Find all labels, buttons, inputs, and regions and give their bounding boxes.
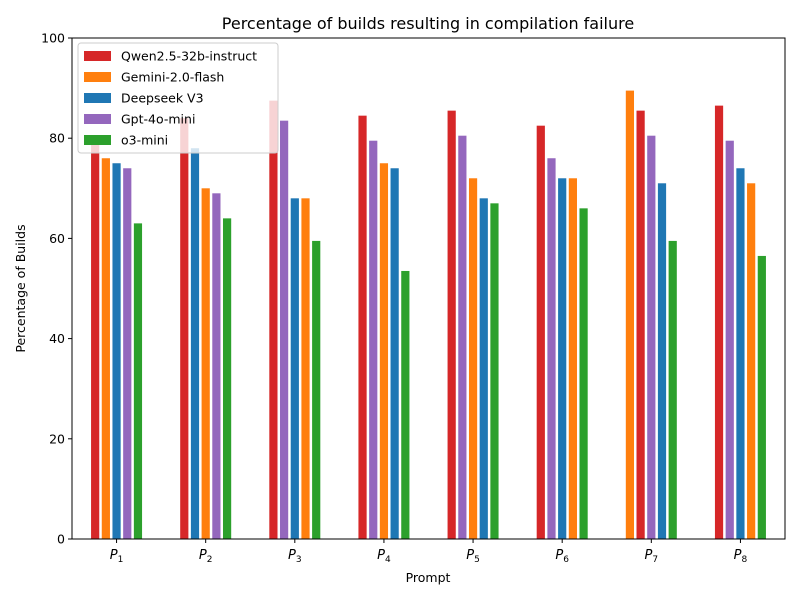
x-tick-label-p4: P4 — [377, 548, 391, 565]
x-tick-label-p2: P2 — [199, 548, 213, 565]
legend-swatch-o3-mini — [84, 135, 111, 145]
legend-swatch-qwen2-5-32b-instruct — [84, 51, 111, 61]
bar-p8-o3-mini — [757, 255, 766, 539]
y-tick-label: 100 — [41, 31, 65, 46]
bar-p6-qwen2-5-32b-instruct — [536, 125, 545, 540]
legend-label-deepseek-v3: Deepseek V3 — [121, 91, 204, 106]
bar-p4-qwen2-5-32b-instruct — [358, 115, 367, 539]
bar-p4-o3-mini — [401, 270, 410, 539]
legend-swatch-gpt-4o-mini — [84, 114, 111, 124]
y-tick-label: 20 — [49, 431, 65, 446]
legend-label-gemini-2-0-flash: Gemini-2.0-flash — [121, 70, 224, 85]
y-axis-label: Percentage of Builds — [13, 224, 28, 352]
bar-p2-gemini-2-0-flash — [201, 188, 210, 540]
bar-p6-gpt-4o-mini — [547, 158, 556, 540]
bar-p6-deepseek-v3 — [558, 178, 567, 539]
bar-p8-qwen2-5-32b-instruct — [714, 105, 724, 539]
bar-p6-o3-mini — [579, 208, 588, 539]
y-tick-label: 60 — [49, 231, 65, 246]
bar-p1-deepseek-v3 — [112, 163, 121, 539]
bar-p2-qwen2-5-32b-instruct — [180, 118, 189, 539]
bar-p4-gemini-2-0-flash — [379, 163, 389, 539]
legend-label-gpt-4o-mini: Gpt-4o-mini — [121, 112, 195, 127]
bar-p6-gemini-2-0-flash — [568, 178, 577, 539]
y-tick-label: 40 — [49, 331, 65, 346]
x-axis-label: Prompt — [406, 570, 451, 585]
x-tick-label-p7: P7 — [645, 548, 659, 565]
legend-label-qwen2-5-32b-instruct: Qwen2.5-32b-instruct — [121, 49, 257, 64]
legend-swatch-gemini-2-0-flash — [84, 72, 111, 82]
bar-p7-qwen2-5-32b-instruct — [636, 110, 645, 539]
bar-p2-gpt-4o-mini — [212, 193, 221, 539]
bar-p5-o3-mini — [490, 203, 499, 539]
bar-p8-gpt-4o-mini — [725, 140, 734, 539]
bar-p8-gemini-2-0-flash — [747, 183, 756, 540]
bar-p7-gpt-4o-mini — [647, 135, 656, 539]
chart-title: Percentage of builds resulting in compil… — [222, 14, 634, 33]
x-tick-label-p6: P6 — [555, 548, 569, 565]
bar-p4-deepseek-v3 — [390, 168, 399, 539]
bar-p3-gemini-2-0-flash — [301, 198, 310, 539]
y-axis: 0 20 40 60 80 100 — [41, 31, 72, 547]
bar-p5-qwen2-5-32b-instruct — [447, 110, 456, 539]
bar-p5-deepseek-v3 — [479, 198, 488, 539]
legend-swatch-deepseek-v3 — [84, 93, 111, 103]
x-tick-label-p8: P8 — [734, 548, 748, 565]
x-tick-label-p1: P1 — [110, 548, 124, 565]
bar-p7-o3-mini — [668, 240, 677, 539]
bar-p1-gpt-4o-mini — [123, 168, 132, 539]
bar-p8-deepseek-v3 — [736, 168, 745, 539]
y-tick-label: 0 — [57, 532, 65, 547]
bar-p2-o3-mini — [222, 218, 232, 540]
bar-p3-deepseek-v3 — [290, 198, 299, 539]
bar-p3-o3-mini — [312, 240, 321, 539]
legend: Qwen2.5-32b-instruct Gemini-2.0-flash Deep… — [77, 42, 279, 154]
bar-p7-deepseek-v3 — [657, 183, 667, 540]
legend-box — [77, 42, 279, 154]
y-tick-label: 80 — [49, 131, 65, 146]
bar-p1-qwen2-5-32b-instruct — [91, 143, 100, 539]
x-axis: P1 P2 P3 P4 P5 P6 P7 P8 — [110, 539, 748, 565]
bar-p5-gemini-2-0-flash — [468, 178, 478, 539]
bar-p3-qwen2-5-32b-instruct — [269, 100, 278, 540]
plot-frame — [71, 37, 786, 540]
bar-p7-gemini-2-0-flash — [625, 90, 635, 540]
bar-p1-o3-mini — [133, 223, 143, 539]
legend-label-o3-mini: o3-mini — [121, 133, 168, 148]
bar-p1-gemini-2-0-flash — [101, 158, 110, 540]
bars-layer — [91, 90, 766, 540]
bar-p2-deepseek-v3 — [190, 148, 200, 539]
bar-p5-gpt-4o-mini — [458, 135, 467, 539]
x-tick-label-p3: P3 — [288, 548, 302, 565]
bar-p4-gpt-4o-mini — [369, 140, 378, 539]
bar-p3-gpt-4o-mini — [280, 120, 289, 540]
x-tick-label-p5: P5 — [466, 548, 480, 565]
